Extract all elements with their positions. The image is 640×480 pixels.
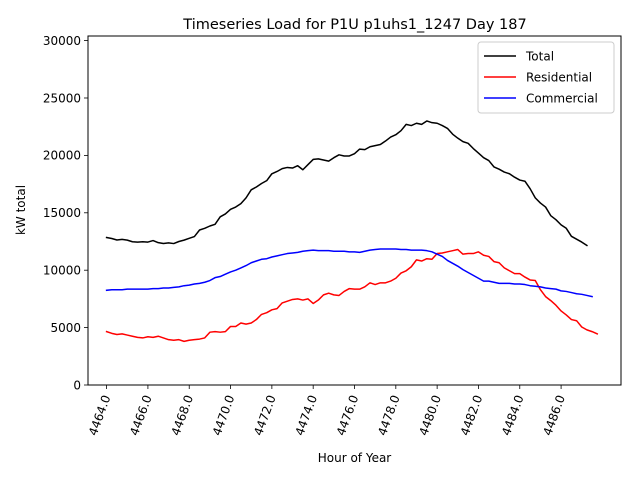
x-tick-label: 4474.0 bbox=[292, 393, 320, 437]
y-tick-label: 0 bbox=[73, 378, 81, 392]
y-tick-label: 25000 bbox=[43, 91, 81, 105]
x-axis-ticks: 4464.0 4466.0 4468.0 4470.0 4472.0 4474.0 4476… bbox=[86, 385, 568, 437]
series-line-residential bbox=[105, 248, 599, 343]
y-tick-label: 5000 bbox=[50, 321, 81, 335]
x-tick-label: 4484.0 bbox=[499, 393, 527, 437]
x-tick-label: 4480.0 bbox=[416, 393, 444, 437]
y-tick-label: 10000 bbox=[43, 263, 81, 277]
y-tick-label: 30000 bbox=[43, 34, 81, 48]
legend-label-commercial: Commercial bbox=[526, 91, 598, 105]
chart-title: Timeseries Load for P1U p1uhs1_1247 Day … bbox=[182, 17, 526, 33]
x-tick-label: 4478.0 bbox=[375, 393, 403, 437]
legend: Total Residential Commercial bbox=[477, 41, 615, 114]
legend-label-total: Total bbox=[525, 49, 554, 63]
y-tick-label: 15000 bbox=[43, 206, 81, 220]
x-tick-label: 4476.0 bbox=[334, 393, 362, 437]
x-tick-label: 4466.0 bbox=[127, 393, 155, 437]
y-tick-label: 20000 bbox=[43, 149, 81, 163]
legend-box bbox=[477, 41, 615, 114]
x-axis-label: Hour of Year bbox=[318, 451, 392, 465]
x-tick-label: 4482.0 bbox=[458, 393, 486, 437]
legend-label-residential: Residential bbox=[526, 70, 592, 84]
y-axis-ticks: 0 5000 10000 15000 20000 25000 30000 bbox=[43, 34, 88, 392]
x-tick-label: 4486.0 bbox=[540, 393, 568, 437]
series-line-total bbox=[105, 120, 588, 247]
x-tick-label: 4470.0 bbox=[210, 393, 238, 437]
x-tick-label: 4472.0 bbox=[251, 393, 279, 437]
y-axis-label: kW total bbox=[14, 185, 28, 235]
series-line-commercial bbox=[105, 248, 593, 298]
x-tick-label: 4468.0 bbox=[169, 393, 197, 437]
series-layer bbox=[105, 120, 599, 343]
x-tick-label: 4464.0 bbox=[86, 393, 114, 437]
